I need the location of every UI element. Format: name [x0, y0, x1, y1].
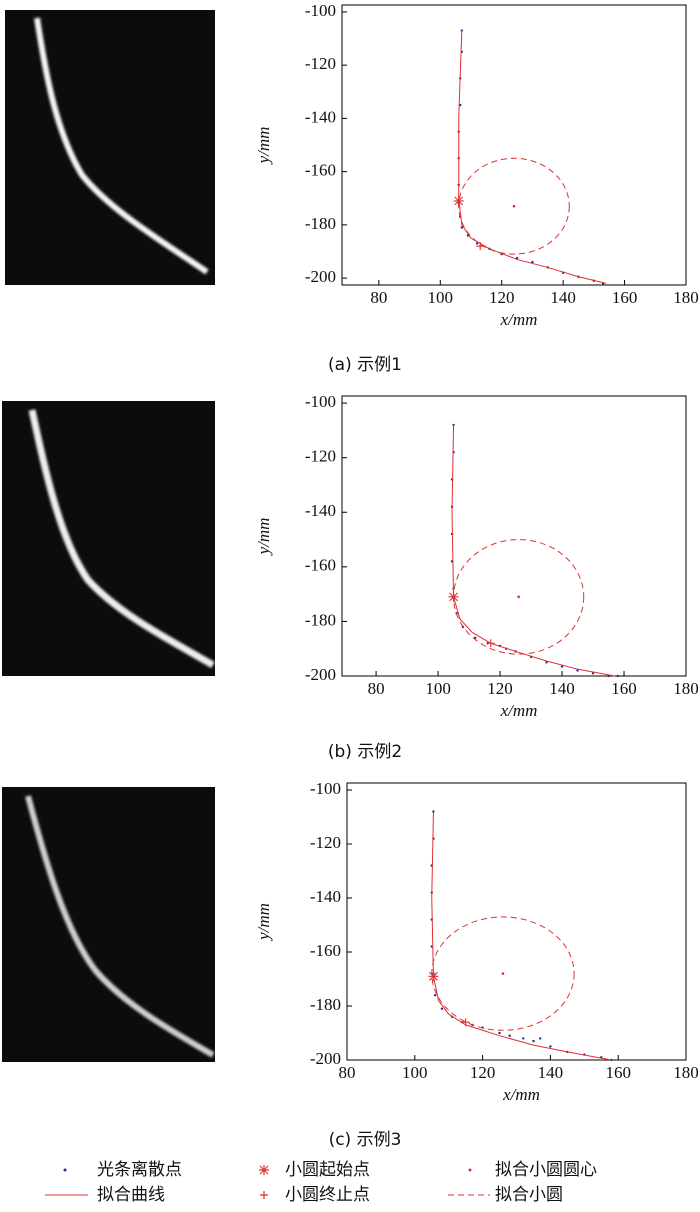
- caption: (b) 示例2: [328, 742, 402, 762]
- x-axis-label: x/mm: [502, 1085, 540, 1104]
- y-axis-label: y/mm: [254, 127, 273, 166]
- x-tick-label: 180: [673, 679, 699, 698]
- legend-label: 拟合小圆圆心: [495, 1160, 597, 1180]
- x-tick-label: 160: [605, 1063, 631, 1082]
- legend: 光条离散点 拟合曲线 小圆起始点 小圆终止点 拟合小圆圆心 拟合小圆: [45, 1160, 597, 1205]
- y-tick-label: -160: [310, 941, 341, 960]
- point: [475, 242, 479, 245]
- point: [452, 423, 455, 427]
- y-tick-label: -120: [305, 54, 336, 73]
- fitted-circle: [458, 157, 570, 255]
- x-tick-label: 100: [425, 679, 451, 698]
- x-tick-label: 120: [489, 288, 515, 307]
- y-tick-label: -180: [310, 995, 341, 1014]
- x-tick-label: 160: [611, 679, 637, 698]
- legend-label: 拟合曲线: [97, 1185, 165, 1205]
- y-tick-label: -200: [305, 665, 336, 684]
- start-point: [428, 971, 439, 982]
- center-point: [501, 972, 505, 975]
- point: [498, 1031, 501, 1035]
- caption: (a) 示例1: [328, 355, 402, 375]
- point: [508, 1034, 511, 1037]
- x-tick-label: 180: [673, 288, 699, 307]
- x-tick-label: 100: [428, 288, 454, 307]
- legend-label: 光条离散点: [97, 1160, 182, 1180]
- y-tick-label: -140: [310, 887, 341, 906]
- photo: [2, 787, 215, 1062]
- fitted-circle: [453, 539, 585, 655]
- point: [433, 994, 437, 997]
- y-tick-label: -140: [305, 107, 336, 126]
- legend-label: 拟合小圆: [495, 1185, 563, 1205]
- point: [440, 1007, 444, 1010]
- x-tick-label: 80: [370, 288, 387, 307]
- point: [616, 674, 620, 678]
- point: [522, 1037, 525, 1040]
- point: [539, 1037, 542, 1040]
- point: [560, 665, 564, 668]
- legend-label: 小圆终止点: [285, 1185, 370, 1205]
- y-axis-label: y/mm: [254, 903, 273, 942]
- x-tick-label: 80: [339, 1063, 356, 1082]
- plot-frame: [346, 782, 687, 1061]
- x-tick-label: 120: [470, 1063, 496, 1082]
- fitted-circle: [431, 916, 575, 1031]
- photo: [5, 10, 215, 285]
- y-tick-label: -180: [305, 610, 336, 629]
- y-tick-label: -120: [305, 447, 336, 466]
- point: [549, 1045, 552, 1048]
- center-point: [512, 204, 516, 208]
- point: [532, 1039, 535, 1043]
- x-axis-label: x/mm: [500, 310, 538, 329]
- point: [576, 669, 579, 672]
- y-tick-label: -140: [305, 501, 336, 520]
- y-tick-label: -100: [305, 1, 336, 20]
- center-point: [517, 595, 520, 599]
- x-tick-label: 100: [402, 1063, 428, 1082]
- y-tick-label: -200: [310, 1049, 341, 1068]
- fitted-curve: [458, 30, 607, 284]
- point: [591, 672, 595, 675]
- x-tick-label: 80: [368, 679, 385, 698]
- x-axis-label: x/mm: [500, 701, 538, 720]
- y-axis-label: y/mm: [254, 518, 273, 557]
- point: [531, 260, 534, 264]
- y-tick-label: -160: [305, 161, 336, 180]
- x-tick-label: 140: [550, 288, 576, 307]
- x-tick-label: 140: [549, 679, 575, 698]
- start-point: [453, 195, 464, 206]
- plot-frame: [341, 395, 687, 677]
- fitted-curve: [451, 424, 615, 677]
- x-tick-label: 180: [673, 1063, 699, 1082]
- x-tick-label: 160: [612, 288, 638, 307]
- plot-frame: [341, 4, 687, 286]
- photo: [2, 401, 215, 676]
- y-tick-label: -100: [310, 779, 341, 798]
- point: [460, 226, 463, 229]
- point: [474, 636, 477, 639]
- end-point: [486, 639, 495, 648]
- y-tick-label: -120: [310, 833, 341, 852]
- fitted-curve: [431, 811, 612, 1061]
- y-tick-label: -100: [305, 392, 336, 411]
- legend-label: 小圆起始点: [285, 1160, 370, 1180]
- y-tick-label: -160: [305, 556, 336, 575]
- y-tick-label: -200: [305, 267, 336, 286]
- caption: (c) 示例3: [329, 1130, 402, 1150]
- x-tick-label: 140: [538, 1063, 564, 1082]
- x-tick-label: 120: [487, 679, 513, 698]
- point: [545, 661, 548, 664]
- y-tick-label: -180: [305, 214, 336, 233]
- end-point: [461, 1018, 470, 1027]
